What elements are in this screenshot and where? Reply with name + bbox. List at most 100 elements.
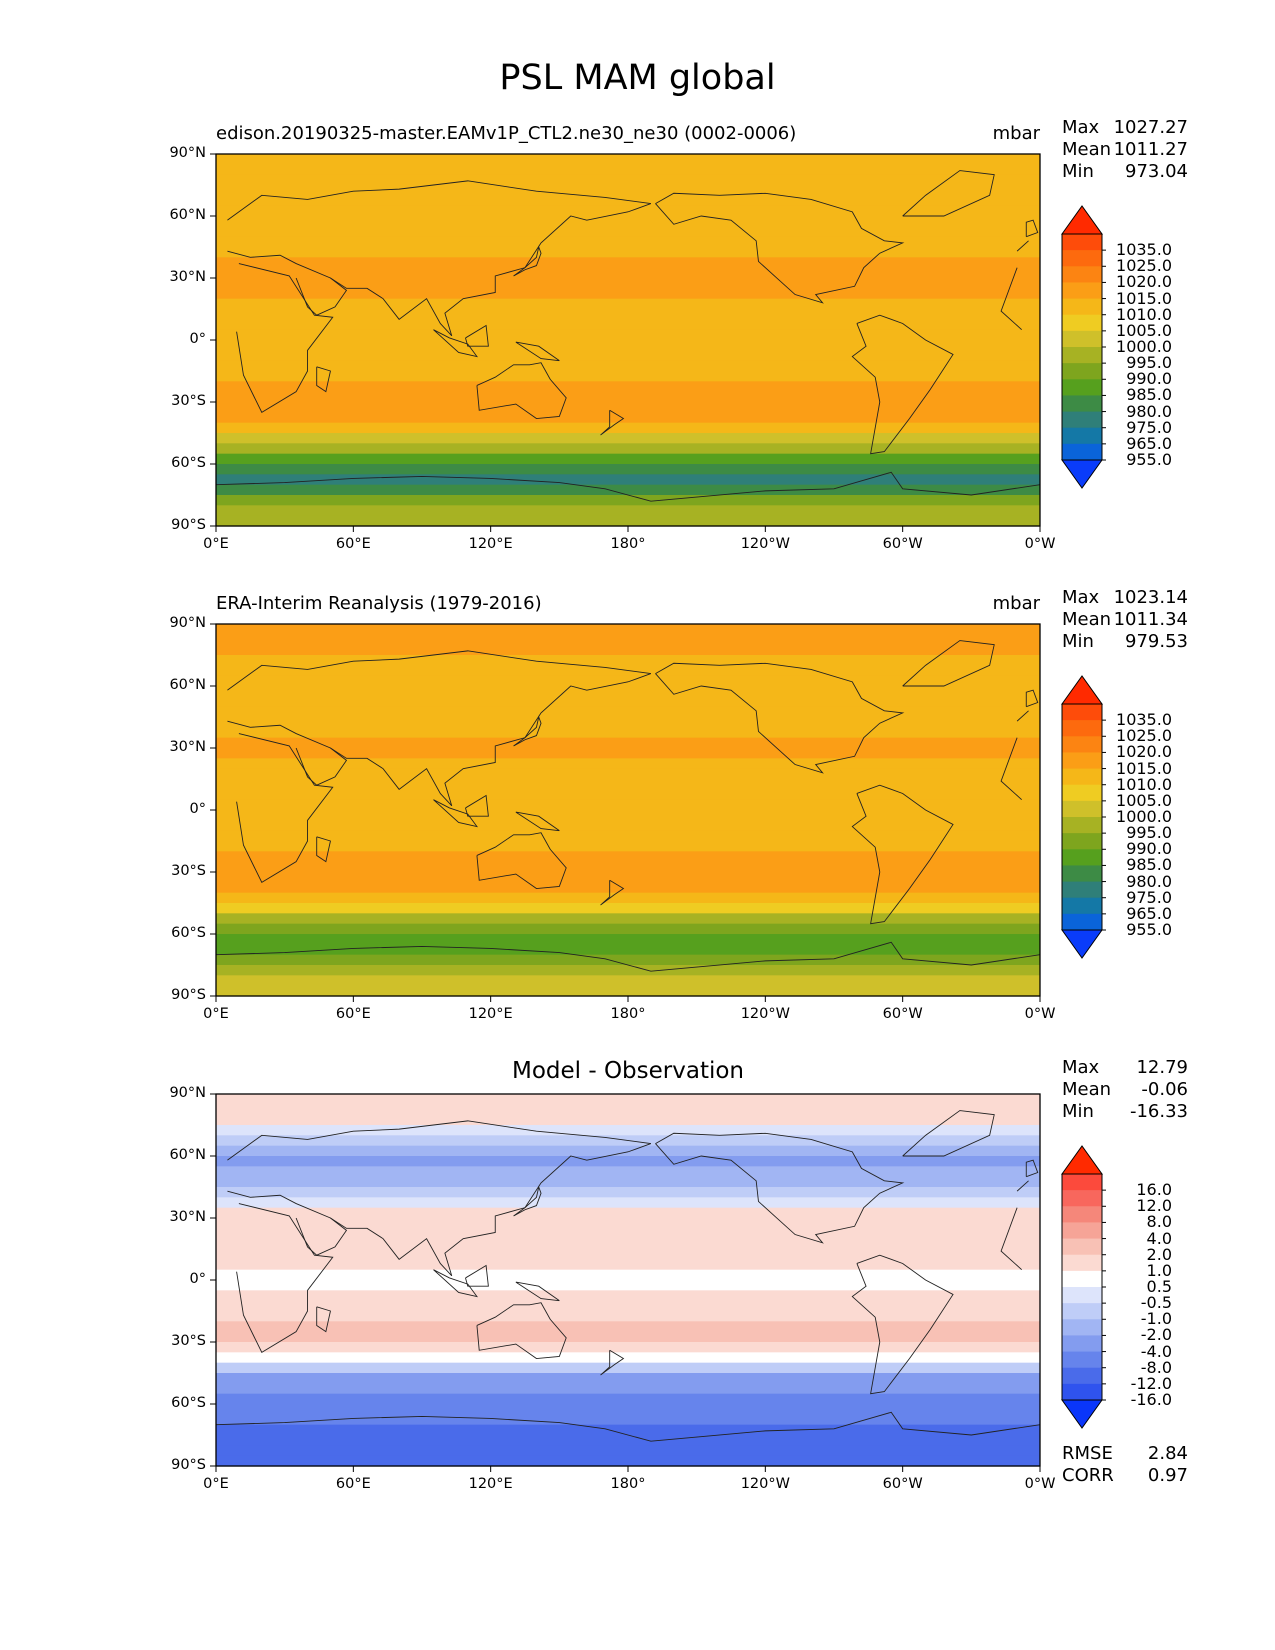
colorbar-swatch	[1062, 849, 1102, 866]
coastline	[295, 277, 348, 316]
colorbar-swatch	[1062, 282, 1102, 300]
heatmap-band	[216, 185, 1040, 196]
coastline	[600, 1349, 625, 1376]
heatmap-band	[216, 882, 1040, 894]
y-tick-label: 30°S	[171, 1333, 206, 1349]
heatmap-band	[216, 872, 1040, 883]
heatmap-band	[216, 851, 1040, 863]
heatmap-band	[216, 402, 1040, 413]
x-tick-label: 60°W	[882, 1476, 923, 1492]
colorbar-label: 1035.0	[1116, 710, 1172, 730]
colorbar-swatch	[1062, 250, 1102, 267]
heatmap-band	[216, 216, 1040, 227]
colorbar-swatch	[1062, 784, 1102, 802]
heatmap-band	[216, 464, 1040, 475]
heatmap-band	[216, 360, 1040, 372]
x-tick-label: 0°E	[203, 536, 229, 552]
heatmap-band	[216, 484, 1040, 496]
colorbar-label: -12.0	[1130, 1373, 1172, 1393]
colorbar-swatch	[1062, 768, 1102, 786]
colorbar-swatch	[1062, 865, 1102, 883]
coastline	[1025, 219, 1039, 238]
colorbar-label: 2.0	[1146, 1244, 1172, 1264]
y-tick-label: 0°	[189, 1271, 206, 1287]
heatmap-band	[216, 1104, 1040, 1116]
colorbar-swatch	[1062, 704, 1102, 721]
coastline	[902, 170, 995, 217]
heatmap-band	[216, 154, 1040, 165]
coastline	[515, 341, 560, 362]
colorbar-swatch	[1062, 234, 1102, 251]
panel3-corr-label: CORR	[1062, 1465, 1114, 1486]
colorbar-swatch	[1062, 411, 1102, 429]
coastline	[227, 650, 652, 807]
y-tick-label: 60°N	[169, 677, 206, 693]
x-tick-label: 120°W	[740, 1476, 790, 1492]
heatmap-band	[216, 164, 1040, 176]
coastline	[433, 329, 479, 358]
coastline	[433, 1269, 479, 1298]
coastline	[513, 1185, 542, 1217]
heatmap-band	[216, 350, 1040, 362]
colorbar-swatch	[1062, 1238, 1102, 1256]
coastline	[902, 640, 995, 687]
heatmap-band	[216, 985, 1040, 997]
y-tick-label: 30°N	[169, 739, 206, 755]
heatmap-band	[216, 810, 1040, 821]
coastline	[1025, 1159, 1039, 1178]
y-tick-label: 60°N	[169, 207, 206, 223]
heatmap-band	[216, 861, 1040, 873]
x-tick-label: 60°W	[882, 1006, 923, 1022]
colorbar-label: 990.0	[1126, 839, 1172, 859]
colorbar-swatch	[1062, 1367, 1102, 1385]
heatmap-band	[216, 624, 1040, 635]
coastline	[655, 192, 905, 304]
x-tick-label: 0°E	[203, 1476, 229, 1492]
x-tick-label: 120°W	[740, 536, 790, 552]
heatmap-band	[216, 1249, 1040, 1260]
heatmap-band	[216, 340, 1040, 351]
colorbar-swatch	[1062, 330, 1102, 348]
heatmap-band	[216, 1414, 1040, 1426]
colorbar-swatch	[1062, 1254, 1102, 1272]
heatmap-band	[216, 1269, 1040, 1281]
heatmap-band	[216, 737, 1040, 749]
colorbar-label: 1015.0	[1116, 758, 1172, 778]
y-tick-label: 90°S	[171, 517, 206, 533]
colorbar-swatch	[1062, 1206, 1102, 1223]
heatmap-band	[216, 1373, 1040, 1384]
heatmap-band	[216, 1238, 1040, 1250]
x-tick-label: 120°E	[468, 1006, 513, 1022]
colorbar-extend-min	[1061, 459, 1103, 489]
heatmap-band	[216, 923, 1040, 935]
coastline	[515, 811, 560, 832]
colorbar-swatch	[1062, 881, 1102, 899]
heatmap-band	[216, 799, 1040, 811]
colorbar-swatch	[1062, 1383, 1102, 1401]
colorbar-swatch	[1062, 379, 1102, 396]
heatmap-band	[216, 830, 1040, 842]
heatmap-band	[216, 412, 1040, 424]
colorbar-label: 0.5	[1146, 1277, 1172, 1296]
colorbar-label: 1025.0	[1116, 726, 1172, 746]
panel2-max-value: 1023.14	[1113, 587, 1188, 608]
colorbar-label: 1025.0	[1116, 256, 1172, 276]
colorbar-extend-max	[1061, 1145, 1103, 1175]
x-tick-label: 0°W	[1024, 536, 1056, 552]
colorbar-swatch	[1062, 1174, 1102, 1191]
y-tick-label: 30°S	[171, 863, 206, 879]
panel3-colorbar	[1061, 1145, 1106, 1429]
colorbar-swatch	[1062, 1190, 1102, 1207]
coastline	[1000, 737, 1022, 801]
colorbar-label: 1010.0	[1116, 774, 1172, 794]
colorbar-swatch	[1062, 897, 1102, 915]
x-tick-label: 120°W	[740, 1006, 790, 1022]
panel3-map	[210, 1093, 1041, 1472]
x-tick-label: 120°E	[468, 536, 513, 552]
colorbar-label: 995.0	[1126, 353, 1172, 373]
heatmap-band	[216, 944, 1040, 956]
colorbar-swatch	[1062, 363, 1102, 380]
heatmap-band	[216, 686, 1040, 697]
heatmap-band	[216, 257, 1040, 269]
